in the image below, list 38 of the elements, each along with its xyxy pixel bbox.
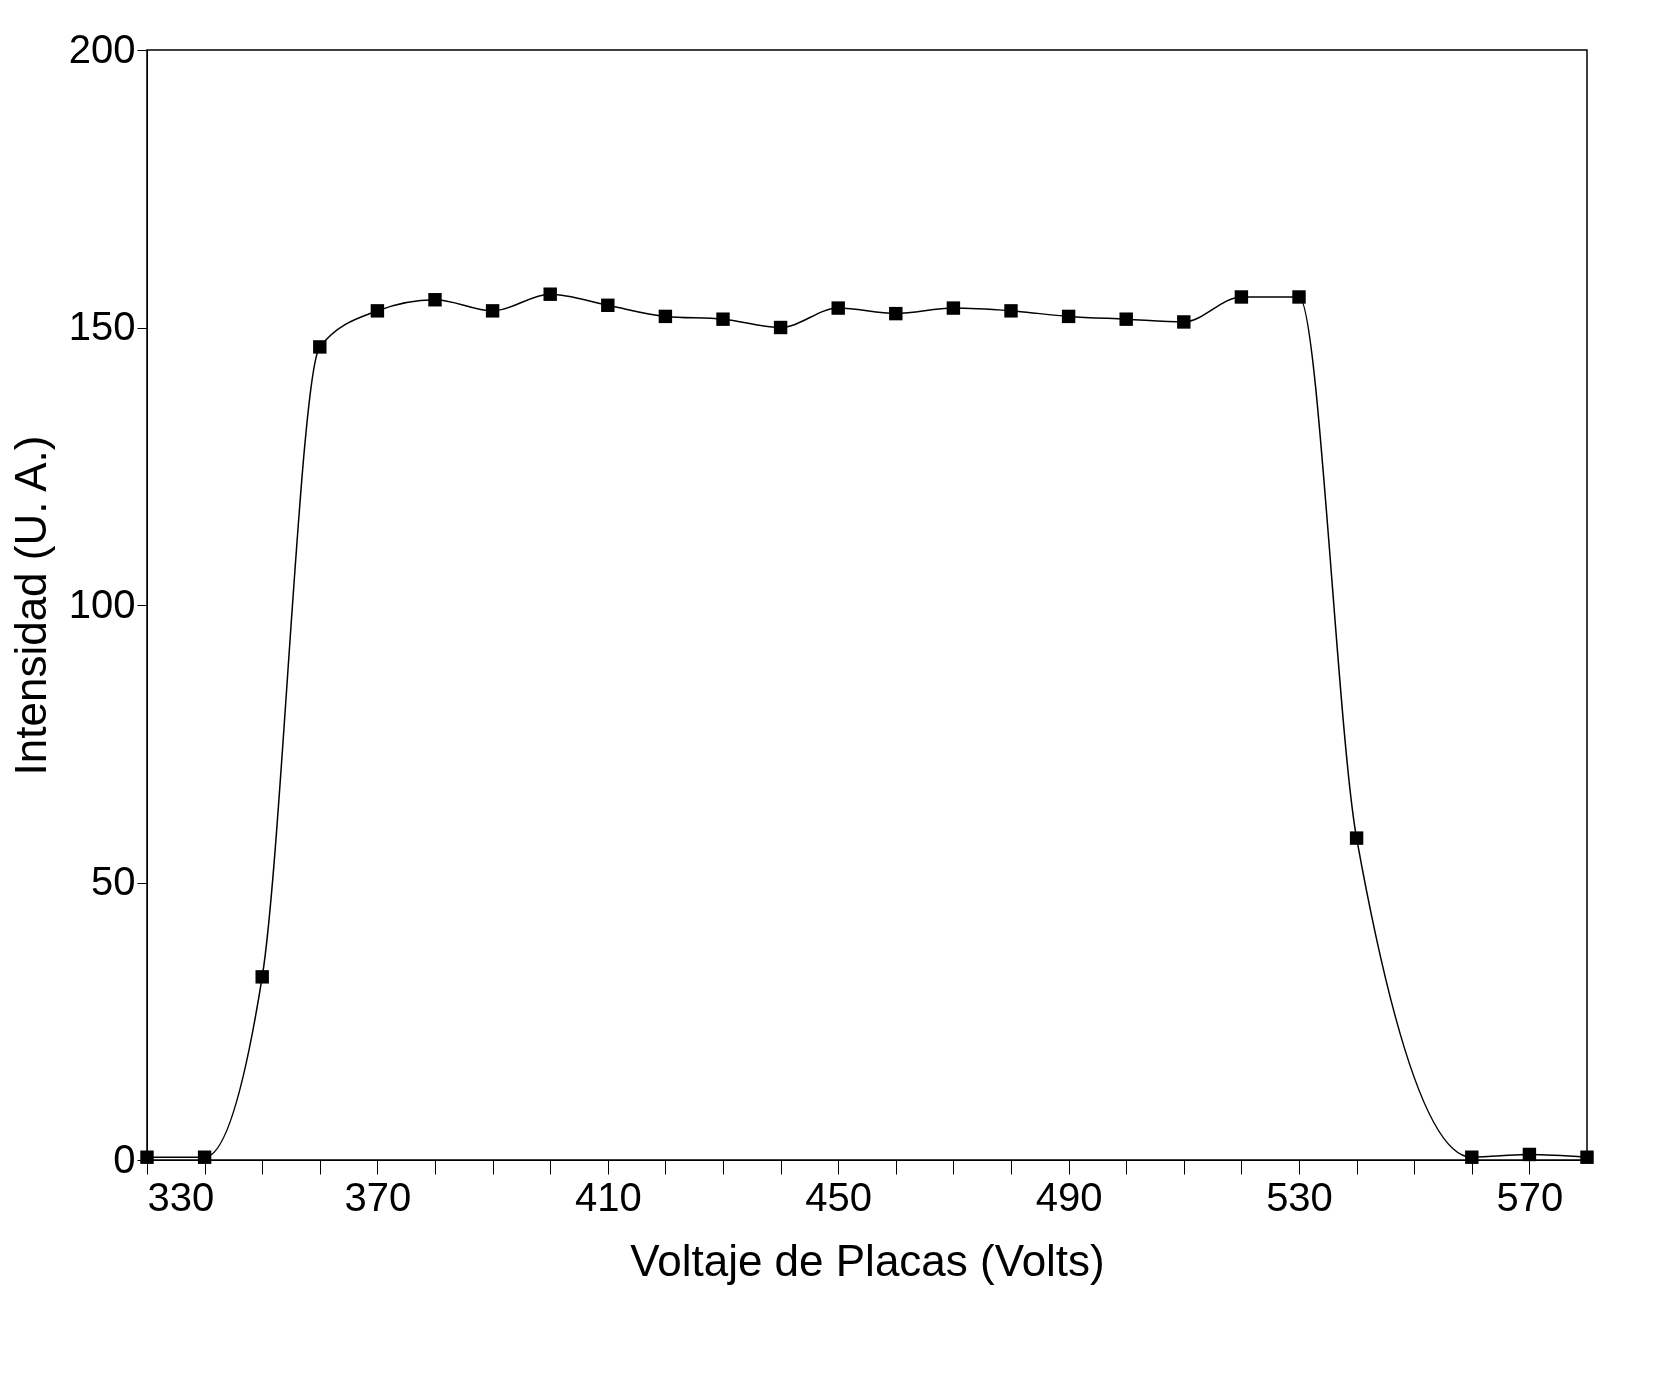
point: [716, 312, 730, 326]
point: [1349, 831, 1364, 845]
point: [946, 301, 961, 315]
x-tick-label: 570: [1496, 1174, 1564, 1219]
point: [658, 309, 673, 324]
x-tick-label: 530: [1266, 1174, 1333, 1219]
y-tick-label: 200: [68, 26, 136, 71]
point: [831, 301, 845, 315]
point: [313, 340, 327, 354]
point: [485, 304, 500, 318]
x-tick-label: 330: [147, 1174, 215, 1219]
point: [601, 298, 615, 313]
point: [1004, 304, 1018, 318]
point: [255, 970, 269, 984]
x-tick-label: 370: [344, 1174, 412, 1219]
point: [889, 306, 903, 321]
y-axis-title: Intensidad (U. A.): [5, 435, 55, 776]
point: [773, 320, 788, 335]
x-tick-label: 410: [574, 1174, 642, 1219]
point: [370, 304, 385, 318]
y-tick-label: 150: [68, 304, 136, 348]
point: [1292, 290, 1306, 304]
point: [1234, 290, 1249, 304]
x-axis-title: Voltaje de Placas (Volts): [630, 1235, 1105, 1285]
point: [1580, 1150, 1594, 1164]
point: [428, 293, 442, 307]
y-tick-label: 0: [113, 1136, 136, 1181]
point: [1119, 312, 1133, 326]
y-tick-label: 50: [91, 859, 136, 903]
point: [1522, 1147, 1537, 1162]
point: [1177, 315, 1191, 329]
y-tick-label: 100: [68, 581, 136, 626]
point: [1061, 309, 1076, 324]
x-tick-label: 490: [1035, 1174, 1103, 1219]
point: [197, 1150, 212, 1164]
point: [1465, 1150, 1479, 1164]
point: [543, 287, 557, 301]
x-tick-label: 450: [805, 1174, 873, 1219]
